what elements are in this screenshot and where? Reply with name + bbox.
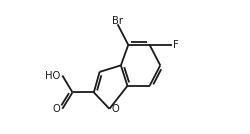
Text: F: F xyxy=(174,40,179,50)
Text: O: O xyxy=(53,104,61,114)
Text: HO: HO xyxy=(46,70,61,81)
Text: Br: Br xyxy=(112,16,123,26)
Text: O: O xyxy=(111,104,119,114)
